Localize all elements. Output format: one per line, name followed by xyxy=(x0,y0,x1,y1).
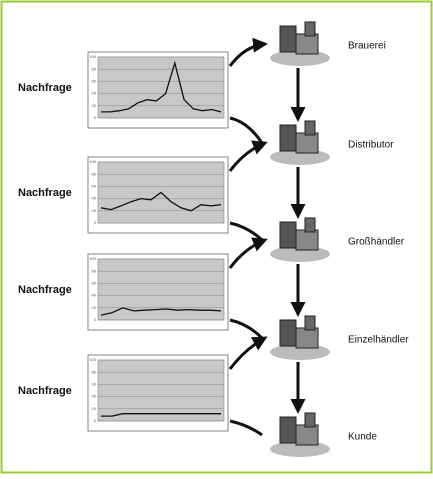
y-tick-label: 60 xyxy=(92,183,97,188)
y-tick-label: 40 xyxy=(92,293,97,298)
y-tick-label: 20 xyxy=(92,406,97,411)
y-tick-label: 80 xyxy=(92,66,97,71)
node-label: Brauerei xyxy=(348,41,386,52)
plot-area xyxy=(98,57,224,118)
y-tick-label: 20 xyxy=(92,208,97,213)
node-label: Großhändler xyxy=(348,237,405,248)
y-tick-label: 100 xyxy=(89,54,96,59)
y-axis-label: Nachfrage xyxy=(18,82,72,94)
node-icon xyxy=(305,413,315,427)
y-tick-label: 60 xyxy=(92,280,97,285)
node-icon xyxy=(305,218,315,232)
flow-curve xyxy=(230,118,262,143)
y-tick-label: 20 xyxy=(92,305,97,310)
node-icon xyxy=(280,222,296,248)
y-axis-label: Nachfrage xyxy=(18,385,72,397)
flow-curve xyxy=(230,320,262,338)
diagram: 020406080100Nachfrage020406080100Nachfra… xyxy=(0,0,433,474)
flow-arrow xyxy=(230,338,265,369)
y-axis-label: Nachfrage xyxy=(18,284,72,296)
y-tick-label: 60 xyxy=(92,381,97,386)
plot-area xyxy=(98,360,224,421)
y-tick-label: 100 xyxy=(89,159,96,164)
node-icon xyxy=(296,230,318,250)
y-tick-label: 100 xyxy=(89,357,96,362)
y-tick-label: 80 xyxy=(92,171,97,176)
node-icon xyxy=(296,133,318,153)
node-icon xyxy=(280,125,296,151)
node-icon xyxy=(296,328,318,348)
node-icon xyxy=(296,34,318,54)
node-label: Kunde xyxy=(348,432,377,443)
node-icon xyxy=(305,22,315,36)
y-tick-label: 40 xyxy=(92,394,97,399)
y-axis-label: Nachfrage xyxy=(18,187,72,199)
node-icon xyxy=(305,316,315,330)
y-tick-label: 80 xyxy=(92,268,97,273)
y-tick-label: 80 xyxy=(92,369,97,374)
node-icon xyxy=(280,417,296,443)
flow-arrow xyxy=(230,240,265,268)
y-tick-label: 60 xyxy=(92,78,97,83)
y-tick-label: 40 xyxy=(92,196,97,201)
node-label: Distributor xyxy=(348,140,394,151)
y-tick-label: 100 xyxy=(89,256,96,261)
y-tick-label: 40 xyxy=(92,91,97,96)
flow-curve xyxy=(230,421,262,435)
node-icon xyxy=(296,425,318,445)
node-icon xyxy=(305,121,315,135)
flow-arrow xyxy=(230,143,265,171)
node-label: Einzelhändler xyxy=(348,335,409,346)
flow-arrow xyxy=(230,44,265,66)
flow-curve xyxy=(230,223,262,240)
node-icon xyxy=(280,320,296,346)
y-tick-label: 20 xyxy=(92,103,97,108)
node-icon xyxy=(280,26,296,52)
